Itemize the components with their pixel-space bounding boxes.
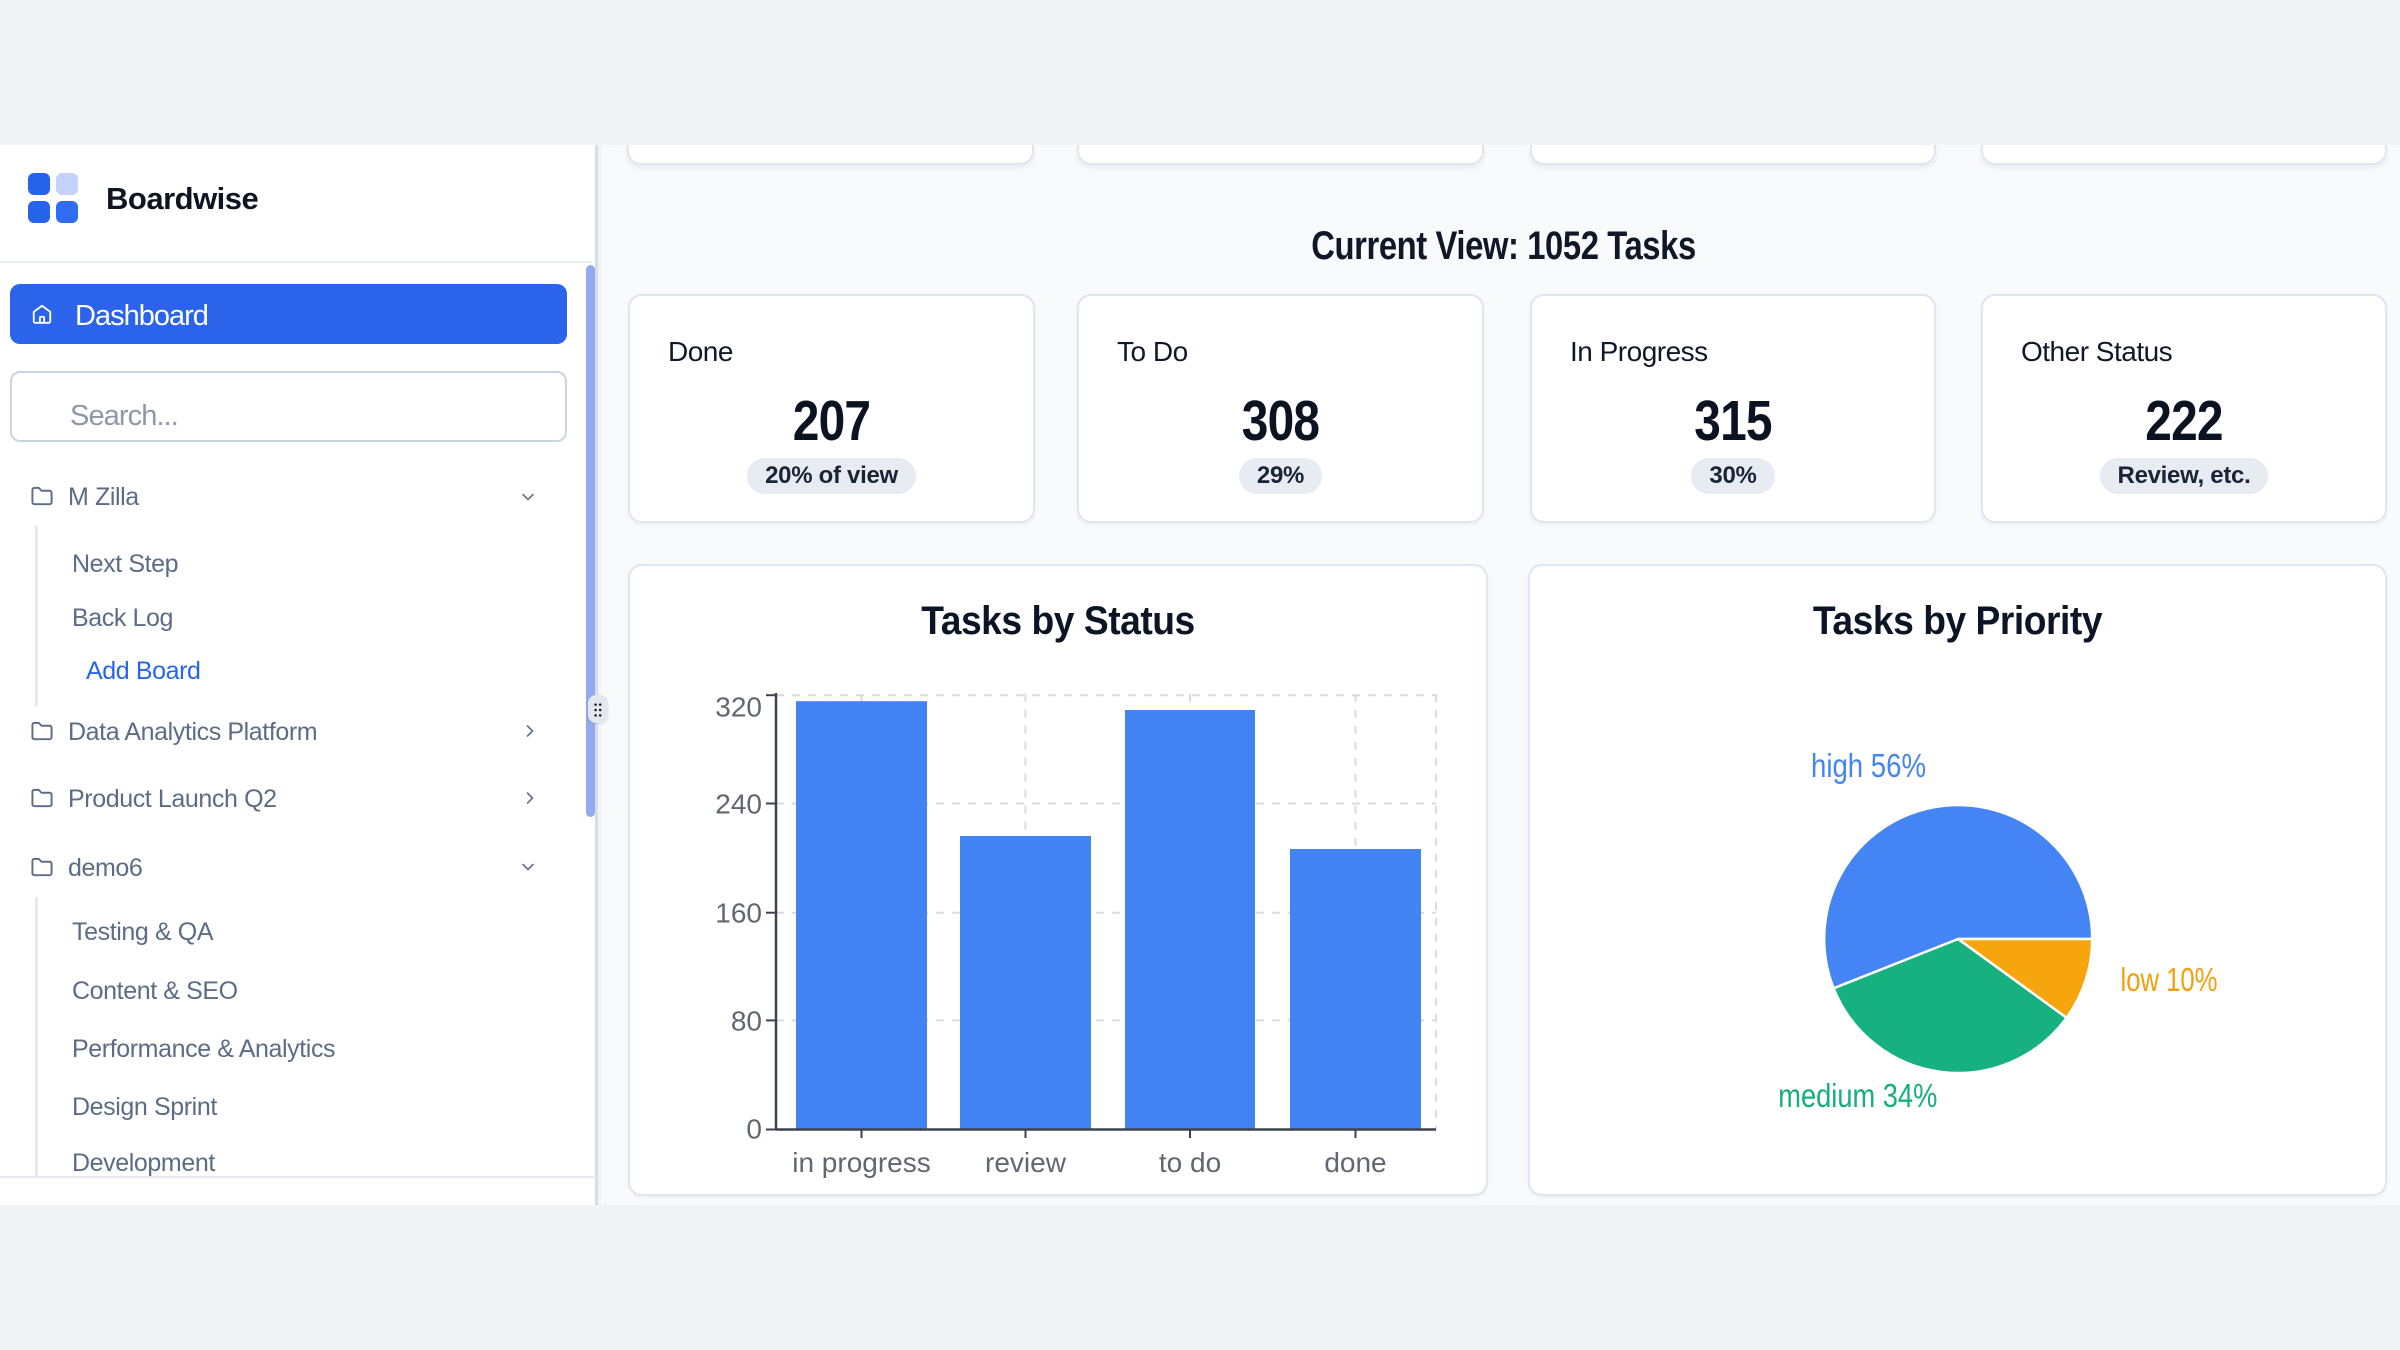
svg-text:medium 34%: medium 34% <box>1778 1077 1937 1114</box>
svg-text:done: done <box>1324 1147 1386 1178</box>
svg-text:0: 0 <box>746 1114 762 1145</box>
svg-text:in progress: in progress <box>792 1147 931 1178</box>
svg-text:320: 320 <box>715 691 762 722</box>
svg-text:240: 240 <box>715 789 762 820</box>
svg-text:review: review <box>985 1147 1067 1178</box>
svg-text:80: 80 <box>731 1005 762 1036</box>
svg-text:low 10%: low 10% <box>2121 961 2218 998</box>
svg-text:high 56%: high 56% <box>1811 747 1926 784</box>
svg-text:to do: to do <box>1159 1147 1221 1178</box>
svg-text:160: 160 <box>715 898 762 929</box>
